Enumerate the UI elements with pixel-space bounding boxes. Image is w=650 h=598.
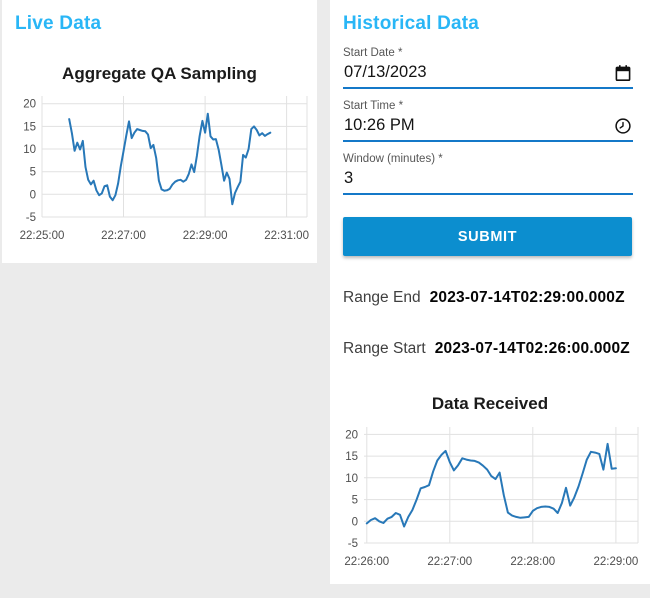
svg-text:22:28:00: 22:28:00 (510, 556, 555, 568)
svg-text:15: 15 (23, 121, 36, 133)
historical-chart: -5 0 5 10 15 20 22:26:00 22:27:00 22:28:00 22:29:… (344, 427, 639, 568)
range-end-value: 2023-07-14T02:29:00.000Z (429, 289, 625, 306)
required-marker: * (438, 153, 443, 165)
range-end-row: Range End 2023-07-14T02:29:00.000Z (343, 289, 650, 307)
svg-text:22:27:00: 22:27:00 (101, 230, 146, 242)
range-start-label: Range Start (343, 340, 426, 357)
start-time-field: Start Time * 10:26 PM (343, 99, 633, 142)
required-marker: * (398, 100, 404, 112)
svg-text:20: 20 (23, 99, 36, 111)
svg-text:-5: -5 (348, 538, 358, 550)
start-time-input[interactable]: 10:26 PM (344, 116, 415, 134)
svg-text:10: 10 (23, 144, 36, 156)
svg-text:-5: -5 (25, 212, 35, 224)
range-start-row: Range Start 2023-07-14T02:26:00.000Z (343, 340, 650, 358)
svg-text:22:31:00: 22:31:00 (264, 230, 309, 242)
start-date-label: Start Date * (343, 46, 633, 60)
historical-chart-title: Data Received (431, 394, 549, 413)
svg-text:22:27:00: 22:27:00 (427, 556, 472, 568)
clock-icon[interactable] (614, 117, 632, 135)
svg-text:10: 10 (345, 473, 358, 485)
window-minutes-field: Window (minutes) * 3 (343, 152, 633, 195)
range-end-label: Range End (343, 289, 421, 306)
historical-form: Start Date * 07/13/2023 Start Time * (330, 46, 650, 195)
window-minutes-label: Window (minutes) * (343, 152, 633, 166)
required-marker: * (397, 47, 403, 59)
start-date-input[interactable]: 07/13/2023 (344, 63, 427, 81)
window-minutes-input[interactable]: 3 (344, 169, 354, 187)
svg-text:20: 20 (345, 429, 358, 441)
start-date-field: Start Date * 07/13/2023 (343, 46, 633, 89)
svg-text:22:26:00: 22:26:00 (344, 556, 389, 568)
live-chart: -5 0 5 10 15 20 22:25:00 22:27:00 22:29:00 22:31:… (19, 96, 309, 242)
submit-button[interactable]: SUBMIT (343, 217, 632, 256)
calendar-icon[interactable] (614, 64, 632, 82)
range-start-value: 2023-07-14T02:26:00.000Z (434, 340, 630, 357)
live-data-heading: Live Data (15, 13, 102, 34)
svg-text:22:25:00: 22:25:00 (19, 230, 64, 242)
live-data-panel: Live Data Aggregate QA Sampling -5 0 5 10 15… (2, 0, 317, 263)
historical-data-heading: Historical Data (343, 13, 480, 34)
svg-text:0: 0 (29, 189, 35, 201)
svg-text:0: 0 (352, 516, 358, 528)
historical-data-panel: Historical Data Start Date * 07/13/2023 (330, 0, 650, 584)
start-time-label-text: Start Time (343, 100, 396, 112)
start-time-label: Start Time * (343, 99, 633, 113)
svg-text:5: 5 (352, 495, 358, 507)
svg-text:15: 15 (345, 451, 358, 463)
live-chart-title: Aggregate QA Sampling (62, 64, 257, 83)
window-minutes-label-text: Window (minutes) (343, 153, 436, 165)
start-date-label-text: Start Date (343, 47, 395, 59)
svg-text:22:29:00: 22:29:00 (182, 230, 227, 242)
svg-text:5: 5 (29, 167, 35, 179)
svg-text:22:29:00: 22:29:00 (594, 556, 639, 568)
